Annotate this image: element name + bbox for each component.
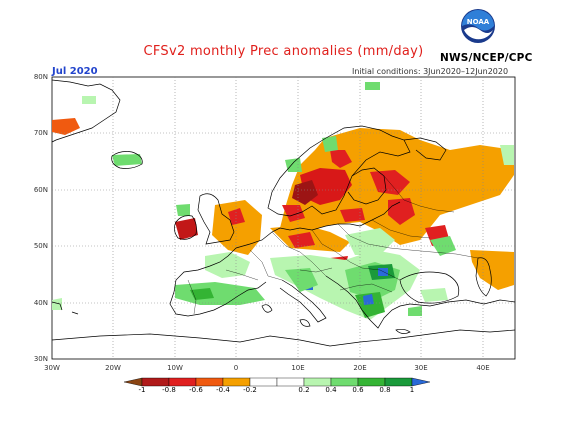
logo-text: NOAA bbox=[467, 18, 490, 26]
colorbar-above bbox=[411, 377, 431, 387]
colorbar-bin bbox=[168, 377, 197, 387]
y-tick-label: 40N bbox=[33, 299, 48, 307]
strong-negative-area bbox=[288, 232, 315, 248]
graticule bbox=[52, 77, 515, 359]
positive-anomaly-area bbox=[355, 292, 385, 318]
colorbar-label: -0.2 bbox=[243, 386, 257, 394]
coastlines bbox=[51, 79, 516, 347]
colorbar-label: 0.8 bbox=[379, 386, 391, 394]
y-tick-label: 30N bbox=[33, 355, 48, 363]
y-tick-label: 80N bbox=[33, 73, 48, 81]
map-title: CFSv2 monthly Prec anomalies (mm/day) bbox=[143, 44, 424, 59]
agency-label: NWS/NCEP/CPC bbox=[440, 52, 533, 64]
y-tick-label: 70N bbox=[33, 129, 48, 137]
x-tick-label: 40E bbox=[476, 364, 490, 372]
initial-conditions: Initial conditions: 3Jun2020–12Jun2020 bbox=[352, 67, 509, 76]
colorbar-below bbox=[123, 377, 143, 387]
positive-anomaly-area bbox=[345, 228, 395, 255]
colorbar-bin bbox=[357, 377, 386, 387]
colorbar-label: -0.4 bbox=[216, 386, 230, 394]
colorbar-label: -0.8 bbox=[162, 386, 176, 394]
extreme-positive-area bbox=[378, 268, 388, 276]
colorbar-bin bbox=[276, 377, 305, 387]
negative-anomaly-area bbox=[470, 250, 514, 290]
x-tick-label: 20W bbox=[105, 364, 121, 372]
extreme-positive-area bbox=[363, 294, 374, 305]
positive-anomaly-area bbox=[285, 268, 318, 292]
y-tick-label: 60N bbox=[33, 186, 48, 194]
colorbar-bin bbox=[249, 377, 278, 387]
x-tick-label: 20E bbox=[353, 364, 367, 372]
strong-negative-area bbox=[370, 170, 410, 195]
forecast-month: Jul 2020 bbox=[52, 66, 98, 77]
negative-anomaly-area bbox=[52, 118, 80, 135]
colorbar-label: 0.4 bbox=[325, 386, 337, 394]
x-tick-label: 10E bbox=[291, 364, 305, 372]
noaa-logo: NOAA bbox=[461, 9, 495, 43]
positive-anomaly-area bbox=[176, 204, 190, 216]
strong-negative-area bbox=[228, 208, 245, 225]
strong-negative-area bbox=[330, 150, 352, 168]
colorbar-bin bbox=[141, 377, 170, 387]
positive-anomaly-area bbox=[205, 252, 250, 278]
positive-anomaly-area bbox=[52, 298, 62, 310]
country-borders bbox=[187, 175, 479, 315]
positive-anomaly-area bbox=[82, 96, 96, 104]
positive-anomaly-area bbox=[322, 136, 338, 152]
x-tick-label: 30E bbox=[414, 364, 428, 372]
colorbar-label: -1 bbox=[138, 386, 146, 394]
positive-anomaly-area bbox=[500, 145, 514, 165]
colorbar-label: -0.6 bbox=[189, 386, 203, 394]
anomaly-patches bbox=[52, 82, 514, 320]
y-tick-label: 50N bbox=[33, 242, 48, 250]
colorbar-bin bbox=[384, 377, 413, 387]
strong-negative-area bbox=[340, 208, 365, 222]
strong-negative-area bbox=[292, 180, 318, 205]
colorbar-label: 1 bbox=[409, 386, 415, 394]
positive-anomaly-area bbox=[112, 154, 142, 166]
positive-anomaly-area bbox=[420, 288, 448, 302]
positive-anomaly-area bbox=[365, 82, 380, 90]
strong-negative-area bbox=[175, 218, 198, 240]
positive-anomaly-area bbox=[408, 306, 422, 316]
x-tick-label: 30W bbox=[44, 364, 60, 372]
colorbar-bin bbox=[303, 377, 332, 387]
strong-negative-area bbox=[282, 205, 305, 222]
x-tick-label: 10W bbox=[167, 364, 183, 372]
colorbar-label: 0.2 bbox=[298, 386, 310, 394]
positive-anomaly-area bbox=[190, 288, 214, 300]
x-tick-label: 0 bbox=[233, 364, 239, 372]
colorbar-label: 0.6 bbox=[352, 386, 364, 394]
colorbar-bin bbox=[195, 377, 224, 387]
colorbar-bin bbox=[222, 377, 251, 387]
colorbar-bin bbox=[330, 377, 359, 387]
